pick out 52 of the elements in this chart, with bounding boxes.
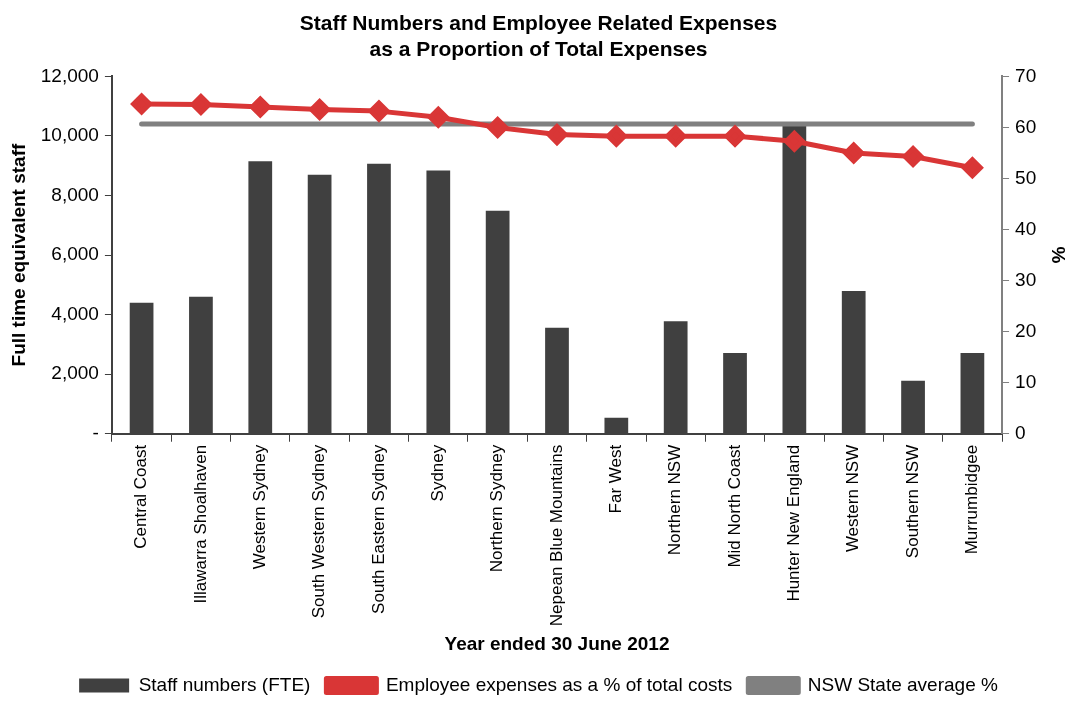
y2-tick-label: 0 xyxy=(1015,421,1026,443)
y2-tick-label: 20 xyxy=(1015,319,1037,341)
x-tick-label: Nepean Blue Mountains xyxy=(546,444,566,627)
x-tick-label: Northern Sydney xyxy=(487,444,507,573)
legend-label: Staff numbers (FTE) xyxy=(138,673,311,695)
y-tick-label: 12,000 xyxy=(40,64,99,86)
x-tick-label: Hunter New England xyxy=(784,444,804,602)
point xyxy=(902,146,924,168)
x-tick-label: Murrumbidgee xyxy=(962,444,982,555)
x-tick-label: Illawarra Shoalhaven xyxy=(190,444,210,604)
x-tick-label: Western Sydney xyxy=(249,444,269,570)
y2-tick-label: 10 xyxy=(1015,370,1037,392)
y-tick-label: 4,000 xyxy=(51,302,99,324)
x-tick-label: Western NSW xyxy=(843,444,863,553)
y-tick-label: 10,000 xyxy=(40,124,99,146)
point xyxy=(665,125,687,147)
x-tick-label: Sydney xyxy=(427,444,447,502)
y2-tick-label: 30 xyxy=(1015,268,1037,290)
y-tick-label: 2,000 xyxy=(51,362,99,384)
y2-tick-label: 50 xyxy=(1015,166,1037,188)
legend-label: NSW State average % xyxy=(807,673,998,695)
y-tick-label: - xyxy=(92,421,99,443)
point xyxy=(724,125,746,147)
point xyxy=(427,106,449,128)
x-tick-label: Central Coast xyxy=(131,444,151,549)
y-tick-label: 6,000 xyxy=(51,243,99,265)
point xyxy=(309,99,331,121)
point xyxy=(368,100,390,122)
point xyxy=(249,96,271,118)
legend-label: Employee expenses as a % of total costs xyxy=(385,673,733,695)
x-axis-title: Year ended 30 June 2012 xyxy=(444,632,670,654)
x-tick-label: South Eastern Sydney xyxy=(368,444,388,614)
point xyxy=(190,93,212,115)
x-tick-label: Mid North Coast xyxy=(724,444,744,568)
point xyxy=(961,157,983,179)
x-tick-label: South Western Sydney xyxy=(309,444,329,619)
point xyxy=(843,142,865,164)
y-axis-title: Full time equivalent staff xyxy=(7,143,29,367)
chart-title: Staff Numbers and Employee Related Expenses as a Proportion of Total Expenses xyxy=(299,11,778,60)
x-tick-label: Northern NSW xyxy=(665,444,685,556)
y2-tick-label: 40 xyxy=(1015,217,1037,239)
y2-axis-title: % xyxy=(1048,246,1070,264)
point xyxy=(605,125,627,147)
y-tick-label: 8,000 xyxy=(51,183,99,205)
x-tick-label: Southern NSW xyxy=(902,444,922,559)
point xyxy=(783,130,805,152)
point xyxy=(131,93,153,115)
y2-tick-label: 70 xyxy=(1015,64,1037,86)
point xyxy=(546,124,568,146)
point xyxy=(487,116,509,138)
y2-tick-label: 60 xyxy=(1015,115,1037,137)
x-tick-label: Far West xyxy=(606,444,626,514)
